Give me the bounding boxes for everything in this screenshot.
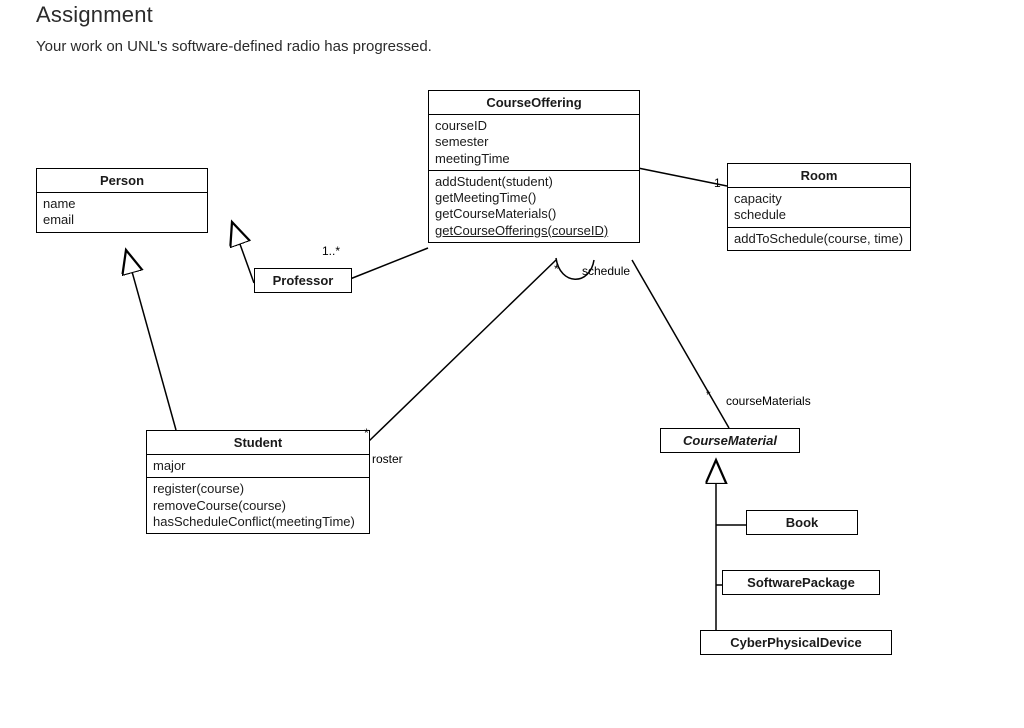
edge-professor-courseoffering xyxy=(350,248,428,279)
class-professor-title: Professor xyxy=(255,269,351,292)
class-courseoffering-ops-static: getCourseOfferings(courseID) xyxy=(435,223,608,238)
class-courseoffering-ops: addStudent(student) getMeetingTime() get… xyxy=(429,171,639,242)
class-person-attrs: name email xyxy=(37,193,207,232)
class-room-ops: addToSchedule(course, time) xyxy=(728,228,910,250)
class-courseoffering-title: CourseOffering xyxy=(429,91,639,115)
class-room-title: Room xyxy=(728,164,910,188)
class-student: Student major register(course) removeCou… xyxy=(146,430,370,534)
class-student-ops: register(course) removeCourse(course) ha… xyxy=(147,478,369,533)
class-room-attrs: capacity schedule xyxy=(728,188,910,228)
mult-professor-course: 1..* xyxy=(322,244,340,258)
mult-roster: * xyxy=(364,426,369,440)
assoc-schedule: schedule xyxy=(582,264,630,278)
class-coursematerial-title: CourseMaterial xyxy=(661,429,799,452)
class-student-attrs: major xyxy=(147,455,369,478)
class-coursematerial: CourseMaterial xyxy=(660,428,800,453)
class-courseoffering: CourseOffering courseID semester meeting… xyxy=(428,90,640,243)
class-book: Book xyxy=(746,510,858,535)
class-person: Person name email xyxy=(36,168,208,233)
class-courseoffering-ops-pre: addStudent(student) getMeetingTime() get… xyxy=(435,174,556,222)
mult-coursematerials: * xyxy=(706,388,711,402)
class-professor: Professor xyxy=(254,268,352,293)
class-room: Room capacity schedule addToSchedule(cou… xyxy=(727,163,911,251)
class-cyberphysicaldevice: CyberPhysicalDevice xyxy=(700,630,892,655)
edge-professor-person xyxy=(232,222,254,283)
edge-courseoffering-material xyxy=(632,260,729,428)
class-person-title: Person xyxy=(37,169,207,193)
assoc-coursematerials: courseMaterials xyxy=(726,394,811,408)
assoc-roster: roster xyxy=(372,452,403,466)
mult-schedule: * xyxy=(554,262,559,276)
edge-student-courseoffering xyxy=(368,260,556,442)
class-cyberphysicaldevice-title: CyberPhysicalDevice xyxy=(701,631,891,654)
uml-diagram: Person name email Professor Student majo… xyxy=(0,0,1024,728)
class-book-title: Book xyxy=(747,511,857,534)
edge-student-person xyxy=(126,250,176,430)
class-student-title: Student xyxy=(147,431,369,455)
class-softwarepackage: SoftwarePackage xyxy=(722,570,880,595)
class-courseoffering-attrs: courseID semester meetingTime xyxy=(429,115,639,171)
page: Assignment Your work on UNL's software-d… xyxy=(0,0,1024,728)
mult-room: 1 xyxy=(714,176,721,190)
class-softwarepackage-title: SoftwarePackage xyxy=(723,571,879,594)
